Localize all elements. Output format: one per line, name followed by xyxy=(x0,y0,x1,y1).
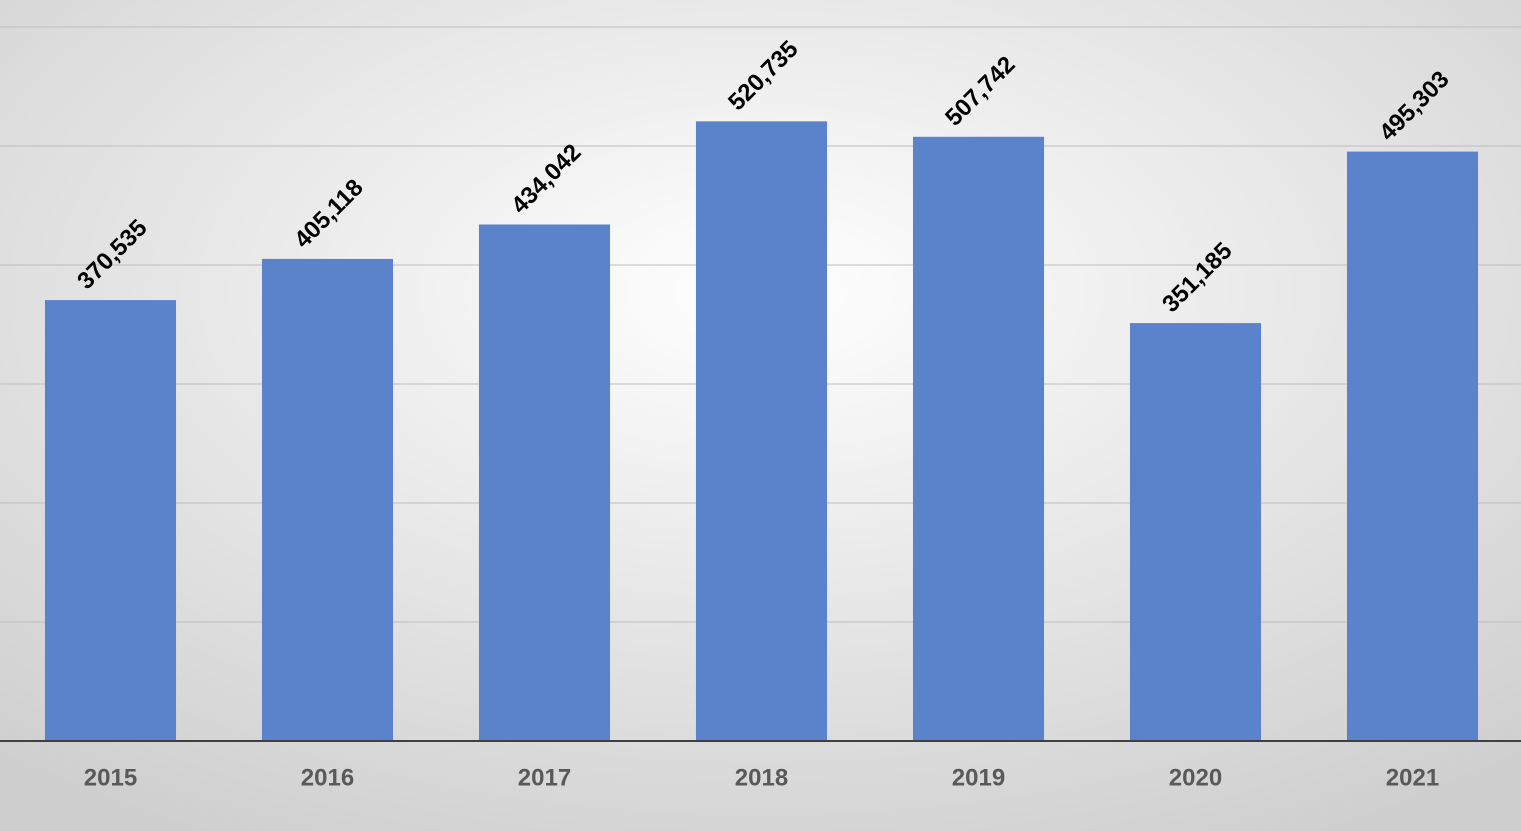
x-tick-label: 2020 xyxy=(1169,764,1222,791)
bar xyxy=(478,224,611,742)
x-tick-label: 2017 xyxy=(518,764,571,791)
x-tick-label: 2018 xyxy=(735,764,788,791)
bar xyxy=(695,121,828,742)
x-tick-label: 2019 xyxy=(952,764,1005,791)
bar xyxy=(1129,323,1262,741)
x-tick-label: 2021 xyxy=(1386,764,1439,791)
bar xyxy=(912,136,1045,742)
x-tick-label: 2015 xyxy=(84,764,137,791)
bar xyxy=(44,300,177,741)
bar xyxy=(261,258,394,741)
x-tick-label: 2016 xyxy=(301,764,354,791)
bar xyxy=(1346,151,1479,742)
